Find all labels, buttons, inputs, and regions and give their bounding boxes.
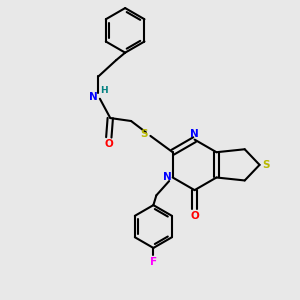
Text: O: O	[190, 211, 199, 221]
Text: O: O	[104, 139, 113, 149]
Text: N: N	[163, 172, 172, 182]
Text: N: N	[190, 129, 199, 139]
Text: S: S	[262, 160, 270, 170]
Text: F: F	[150, 257, 157, 267]
Text: H: H	[100, 86, 108, 95]
Text: S: S	[140, 129, 148, 140]
Text: N: N	[89, 92, 98, 102]
